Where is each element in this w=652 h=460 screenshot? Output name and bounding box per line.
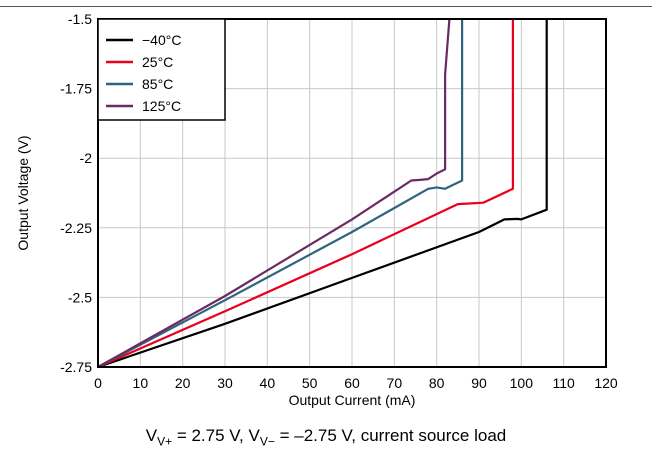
output-voltage-chart: 0 10 20 30 40 50 60 70 80 90 100 110 120 -1.5 -1.75 -2 -…	[15, 11, 618, 408]
series-line-3	[97, 19, 464, 368]
x-tick-label: 70	[387, 375, 403, 391]
legend-box	[97, 18, 226, 121]
legend-label-1: −40°C	[142, 32, 181, 48]
x-tick-label: 120	[594, 375, 618, 391]
caption-tail: = –2.75 V, current source load	[274, 426, 507, 445]
series-line-4	[97, 18, 451, 368]
x-tick-label: 60	[344, 375, 360, 391]
x-tick-label: 100	[510, 375, 534, 391]
y-tick-label: -2.25	[60, 220, 92, 236]
x-tick-label: 20	[175, 375, 191, 391]
series-line-2	[97, 19, 515, 369]
y-tick-label: -1.75	[60, 81, 92, 97]
tick-labels: 0 10 20 30 40 50 60 70 80 90 100 110 120 -1.5 -1.75 -2 -…	[60, 11, 618, 391]
top-rule	[0, 6, 652, 7]
caption-v1: V	[145, 426, 158, 445]
y-tick-label: -2.5	[68, 289, 92, 305]
series-line-1	[97, 19, 548, 369]
x-tick-label: 50	[302, 375, 318, 391]
x-tick-label: 80	[429, 375, 445, 391]
legend-label-4: 125°C	[142, 98, 181, 114]
x-tick-label: 30	[217, 375, 233, 391]
legend-label-3: 85°C	[142, 76, 173, 92]
x-axis-label: Output Current (mA)	[289, 392, 416, 408]
x-tick-label: 10	[133, 375, 149, 391]
y-tick-label: -1.5	[68, 11, 92, 27]
caption-sub-vminus: V−	[259, 434, 275, 449]
y-tick-label: -2	[80, 150, 93, 166]
caption-mid: = 2.75 V, V	[172, 426, 260, 445]
x-tick-label: 110	[553, 375, 576, 391]
caption-sub-vplus: V+	[157, 434, 173, 449]
x-tick-label: 40	[260, 375, 276, 391]
series-group	[97, 18, 548, 369]
chart-caption: VV+ = 2.75 V, VV− = –2.75 V, current sou…	[0, 426, 652, 448]
x-tick-label: 90	[471, 375, 487, 391]
plot-frame	[97, 18, 607, 368]
y-axis-label: Output Voltage (V)	[15, 135, 31, 250]
legend: −40°C 25°C 85°C 125°C	[97, 18, 226, 121]
x-tick-label: 0	[94, 375, 102, 391]
legend-label-2: 25°C	[142, 54, 173, 70]
y-tick-label: -2.75	[60, 359, 92, 375]
